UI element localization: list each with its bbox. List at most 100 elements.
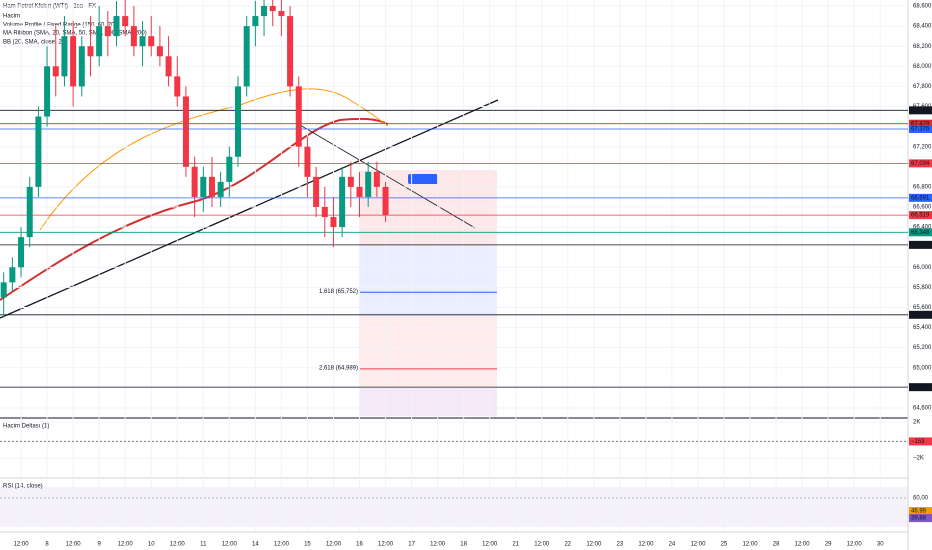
fib-label: 2,618 (64,989) xyxy=(319,365,358,371)
fib-zone xyxy=(360,388,497,416)
price-tag-label: 64,807 xyxy=(911,385,930,391)
candle-body xyxy=(373,171,380,187)
candle-body xyxy=(148,36,155,47)
candle-body xyxy=(9,267,16,283)
y-tick-label: 67,800 xyxy=(913,84,932,90)
price-tag xyxy=(909,193,932,202)
x-tick-label: 22 xyxy=(564,542,571,548)
candle-body xyxy=(70,36,77,87)
fib-zone xyxy=(360,246,497,316)
price-tag xyxy=(909,310,932,319)
candle-body xyxy=(287,16,294,87)
x-tick-label: 12:00 xyxy=(586,542,602,548)
candle-body xyxy=(243,26,250,87)
x-tick-label: 29 xyxy=(825,542,832,548)
price-tag-label: 65,527 xyxy=(911,312,930,318)
candle-body xyxy=(365,171,372,197)
x-tick-label: 12:00 xyxy=(274,542,290,548)
x-tick-label: 15 xyxy=(304,542,311,548)
candle-body xyxy=(26,186,33,238)
candle-body xyxy=(18,237,25,268)
candle-body xyxy=(174,76,181,97)
x-tick-label: 12:00 xyxy=(118,542,134,548)
trend-line xyxy=(299,124,476,229)
candle-body xyxy=(235,86,242,157)
y-tick-label: 66,800 xyxy=(913,184,932,190)
fib-zone xyxy=(360,316,497,388)
candle-body xyxy=(200,176,207,197)
price-tag-label: 67,376 xyxy=(911,127,930,133)
rsi-band xyxy=(0,487,908,527)
candle-body xyxy=(278,11,285,17)
price-tag xyxy=(909,383,932,392)
x-tick-label: 12:00 xyxy=(795,542,811,548)
x-tick-label: 16 xyxy=(356,542,363,548)
candle-body xyxy=(191,166,198,197)
y-tick-label: 60,00 xyxy=(913,496,929,502)
y-tick-label: −2K xyxy=(913,456,924,462)
candle-body xyxy=(304,146,311,177)
candle-body xyxy=(347,176,354,187)
indicator-label: Hacim xyxy=(3,14,20,20)
price-tag-label: 66,348 xyxy=(911,230,930,236)
y-tick-label: 68,200 xyxy=(913,44,932,50)
ma-100 xyxy=(39,88,389,231)
candle-body xyxy=(156,46,163,57)
candle-body xyxy=(139,36,146,47)
candle-body xyxy=(104,26,111,37)
x-tick-label: 21 xyxy=(512,542,519,548)
y-tick-label: 66,600 xyxy=(913,205,932,211)
price-tag xyxy=(909,228,932,237)
indicator-label: BB (20, SMA, close, 2) xyxy=(3,40,64,46)
candle-body xyxy=(261,6,268,17)
candle-body xyxy=(226,156,233,182)
candle-body xyxy=(321,206,328,218)
y-tick-label: 65,800 xyxy=(913,285,932,291)
y-tick-label: 2K xyxy=(913,420,920,426)
y-tick-label: 65,200 xyxy=(913,345,932,351)
indicator-label: MA Ribbon (SMA, 20, SMA, 50, SMA, 100, S… xyxy=(3,31,147,37)
indicator-label: Volume Profile / Fixed Range (150, 60, 7… xyxy=(3,23,116,29)
x-tick-label: 30 xyxy=(877,542,884,548)
symbol-title: Ham Petrol Kfsleri (WTI) · 1sa · FX xyxy=(3,4,96,10)
x-tick-label: 28 xyxy=(773,542,780,548)
price-tag-label: −153 xyxy=(911,439,925,445)
candle-body xyxy=(96,26,103,57)
price-tag-label: 67,034 xyxy=(911,161,930,167)
price-tag-label: 67,562 xyxy=(911,108,930,114)
x-tick-label: 18 xyxy=(460,542,467,548)
candle-body xyxy=(52,66,59,77)
pane-title: RSI (14, close) xyxy=(3,484,43,490)
ma-200 xyxy=(0,117,389,301)
trend-line xyxy=(0,99,499,319)
candle-body xyxy=(113,16,120,37)
candle-body xyxy=(382,186,389,216)
x-tick-label: 9 xyxy=(97,542,101,548)
x-tick-label: 12:00 xyxy=(14,542,30,548)
candle-body xyxy=(339,176,346,228)
x-tick-label: 12:00 xyxy=(482,542,498,548)
legend: Ham Petrol Kfsleri (WTI) · 1sa · FX Haci… xyxy=(3,4,147,490)
candle-body xyxy=(356,186,363,197)
candle-body xyxy=(313,176,320,207)
y-tick-label: 66,400 xyxy=(913,225,932,231)
price-tag-label: 66,691 xyxy=(911,195,930,201)
x-tick-label: 14 xyxy=(252,542,259,548)
candle-body xyxy=(252,16,259,27)
price-tag-label: 46,99 xyxy=(911,509,927,515)
price-tag xyxy=(909,159,932,168)
y-tick-label: 65,000 xyxy=(913,365,932,371)
x-tick-label: 12:00 xyxy=(690,542,706,548)
y-tick-label: 65,600 xyxy=(913,305,932,311)
price-tag xyxy=(909,125,932,134)
candle-body xyxy=(269,6,276,12)
x-tick-label: 12:00 xyxy=(378,542,394,548)
x-tick-label: 12:00 xyxy=(534,542,550,548)
x-tick-label: 8 xyxy=(45,542,49,548)
x-tick-label: 17 xyxy=(408,542,415,548)
y-tick-label: 65,400 xyxy=(913,325,932,331)
candle-body xyxy=(44,66,51,117)
candle-body xyxy=(182,96,189,167)
price-tag xyxy=(909,240,932,249)
